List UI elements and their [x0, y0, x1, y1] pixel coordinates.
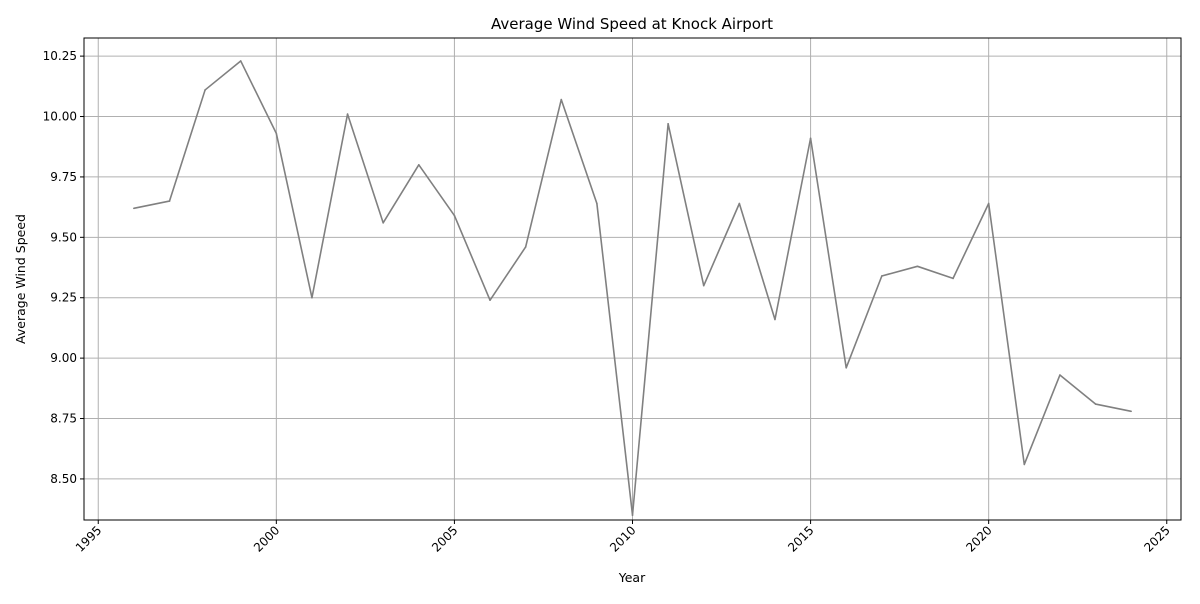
data-point [702, 284, 705, 287]
data-point [1023, 463, 1026, 466]
chart-title: Average Wind Speed at Knock Airport [491, 15, 773, 33]
data-point [916, 265, 919, 268]
x-tick-label: 1995 [73, 523, 104, 554]
y-axis-title: Average Wind Speed [13, 214, 28, 344]
data-point [382, 222, 384, 224]
x-tick-label: 2025 [1141, 523, 1172, 554]
data-point [881, 275, 883, 277]
data-point [311, 296, 313, 299]
grid-lines [84, 38, 1181, 520]
x-tick-label: 2010 [607, 523, 638, 554]
data-point [774, 318, 776, 321]
y-tick-label: 9.25 [50, 291, 77, 305]
y-tick-label: 9.50 [50, 230, 77, 244]
data-point [133, 207, 135, 210]
data-point [1130, 410, 1132, 413]
data-point [738, 202, 741, 205]
data-point [239, 60, 242, 62]
data-point [168, 200, 171, 202]
y-tick-label: 8.75 [50, 412, 77, 426]
series-layer [133, 60, 1132, 516]
y-tick-label: 10.00 [43, 110, 77, 124]
x-tick-label: 2015 [785, 523, 816, 554]
data-point [809, 137, 812, 140]
data-point [524, 246, 527, 248]
data-point [1094, 403, 1097, 405]
data-point [596, 202, 598, 205]
y-tick-label: 10.25 [43, 49, 77, 63]
data-point [489, 299, 491, 301]
x-tick-label: 2020 [963, 523, 994, 554]
data-point [560, 98, 563, 101]
y-tick-label: 9.75 [50, 170, 77, 184]
x-tick-label: 2000 [251, 523, 282, 554]
data-point [1059, 374, 1061, 376]
data-point [418, 164, 420, 166]
x-axis-title: Year [618, 570, 646, 585]
data-point [845, 366, 847, 369]
data-point [631, 514, 634, 516]
y-tick-label: 9.00 [50, 351, 77, 365]
axis-ticks: 1995 2000 2005 2010 2015 2020 2025 8.50 8.75 9.00… [43, 49, 1173, 555]
data-point [453, 214, 456, 217]
data-point [346, 113, 349, 115]
y-tick-label: 8.50 [50, 472, 77, 486]
data-point [987, 202, 990, 205]
data-point [667, 122, 669, 125]
data-point [275, 132, 278, 135]
x-tick-label: 2005 [429, 523, 460, 554]
data-point [204, 89, 206, 91]
data-point [952, 277, 954, 280]
